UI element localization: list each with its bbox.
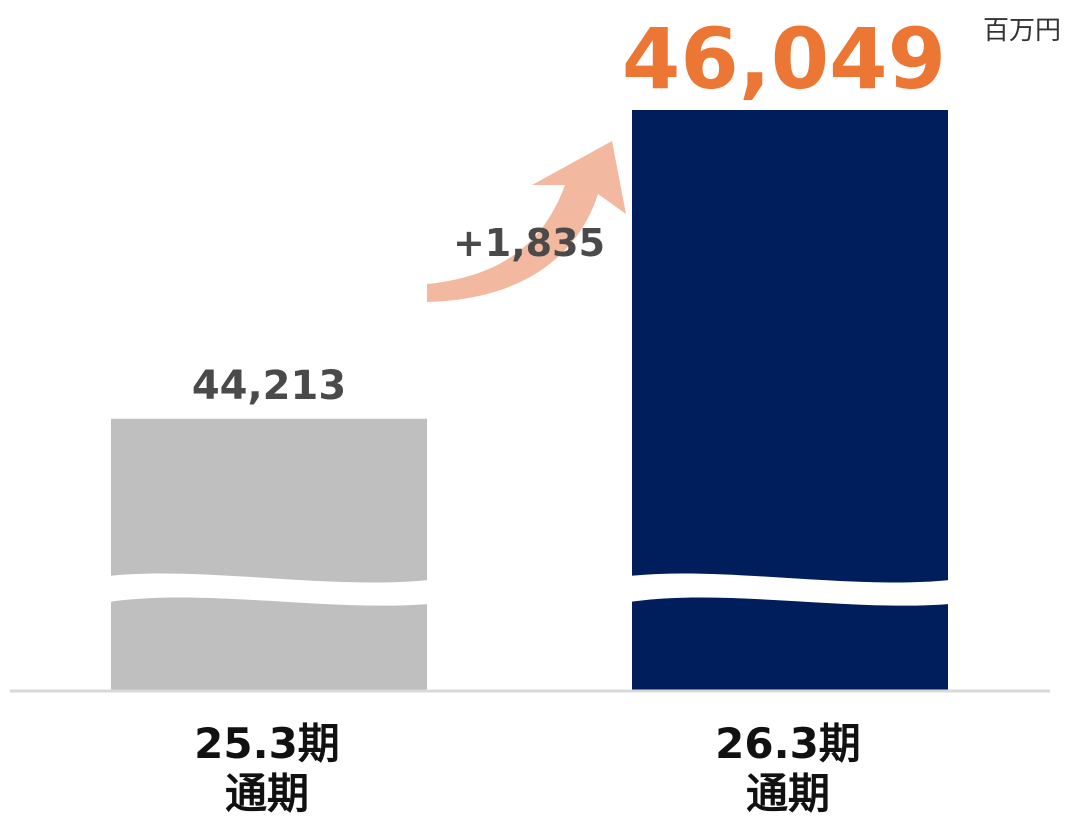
category-label-26-3-line-1: 26.3期 — [715, 719, 861, 768]
difference-label: +1,835 — [453, 221, 605, 265]
value-label-25-3: 44,213 — [192, 363, 346, 409]
axis-break-wave-1 — [109, 573, 429, 606]
value-label-26-3: 46,049 — [622, 10, 946, 108]
growth-arrow — [427, 141, 626, 302]
category-label-25-3-line-1: 25.3期 — [194, 719, 340, 768]
axis-break-wave-2 — [630, 573, 950, 606]
category-label-25-3-line-2: 通期 — [225, 769, 309, 818]
bar-25-3 — [111, 418, 427, 690]
category-label-26-3-line-2: 通期 — [746, 769, 830, 818]
unit-label: 百万円 — [982, 16, 1061, 46]
